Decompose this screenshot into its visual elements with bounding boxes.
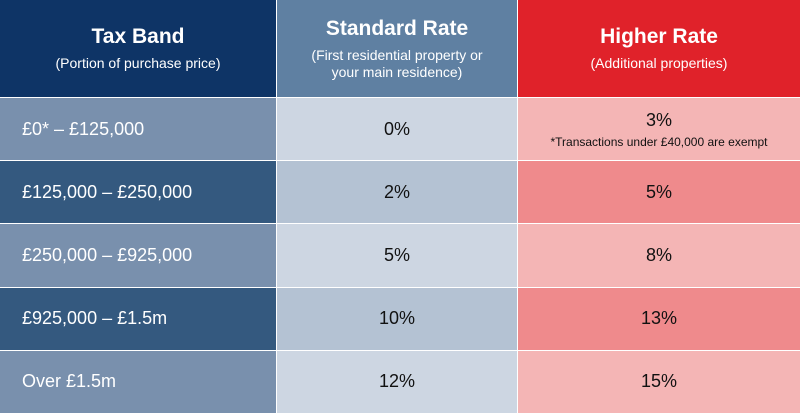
header-title: Tax Band [91,25,185,48]
header-subtitle: (Additional properties) [590,55,728,71]
standard-rate: 2% [277,161,517,224]
footnote: *Transactions under £40,000 are exempt [550,134,768,149]
header-cell: Standard Rate (First residential propert… [277,0,517,97]
header-title: Higher Rate [600,25,718,48]
tax-band: £925,000 – £1.5m [0,287,276,350]
higher-rate-cell: 3% *Transactions under £40,000 are exempt [518,98,800,161]
higher-rate-cell: 5% [518,161,800,224]
higher-rate-cell: 15% [518,350,800,413]
tax-band: £125,000 – £250,000 [0,161,276,224]
higher-rate-cell: 13% [518,287,800,350]
higher-rate: 8% [645,244,672,265]
header-cell: Higher Rate (Additional properties) [518,0,800,97]
header-cell: Tax Band (Portion of purchase price) [0,0,276,97]
higher-rate: 5% [645,181,672,202]
standard-rate: 12% [277,350,517,413]
higher-rate-cell: 8% [518,224,800,287]
higher-rate: 13% [640,308,678,329]
tax-band: £250,000 – £925,000 [0,224,276,287]
higher-rate: 3% [645,109,672,130]
header-subtitle: (First residential property or your main… [311,46,483,80]
standard-rate: 0% [277,98,517,161]
higher-rate: 15% [640,371,678,392]
tax-band: £0* – £125,000 [0,98,276,161]
header-title: Standard Rate [325,16,469,40]
tax-band: Over £1.5m [0,350,276,413]
header-subtitle: (Portion of purchase price) [55,55,221,71]
standard-rate: 10% [277,287,517,350]
standard-rate: 5% [277,224,517,287]
